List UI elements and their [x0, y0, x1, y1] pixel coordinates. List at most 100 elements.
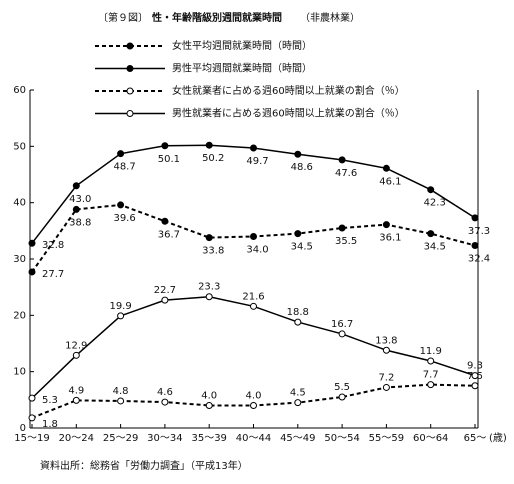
x-tick-label: 50～54	[324, 433, 359, 444]
x-tick-label: 15～19	[14, 433, 49, 444]
data-label: 22.7	[154, 285, 176, 296]
data-label: 38.8	[69, 217, 91, 228]
data-label: 34.5	[291, 242, 313, 253]
data-label: 27.7	[42, 269, 64, 280]
point	[161, 217, 169, 225]
point	[117, 150, 125, 158]
y-tick-label: 30	[13, 254, 26, 265]
data-label: 4.8	[113, 386, 129, 397]
legend-label: 男性平均週間就業時間（時間）	[172, 62, 312, 75]
chart-subtitle: （非農林業）	[300, 11, 360, 24]
point	[294, 230, 302, 238]
data-label: 33.8	[202, 246, 224, 257]
data-label: 32.4	[468, 253, 490, 264]
point	[382, 383, 390, 391]
chart-title: 性・年齢階級別週間就業時間	[151, 11, 282, 24]
point	[205, 293, 213, 301]
point	[471, 241, 479, 249]
point	[161, 398, 169, 406]
x-tick-label: 65～	[464, 433, 487, 444]
point	[28, 239, 36, 247]
data-label: 7.2	[378, 372, 394, 383]
y-tick-label: 60	[13, 85, 26, 96]
data-label: 35.5	[335, 236, 357, 247]
data-label: 23.3	[198, 282, 220, 293]
data-label: 1.8	[42, 419, 58, 430]
data-label: 5.5	[334, 382, 350, 393]
point	[28, 394, 36, 402]
data-label: 7.7	[423, 370, 439, 381]
data-label: 50.2	[202, 153, 224, 164]
point	[382, 346, 390, 354]
point	[250, 232, 257, 240]
point	[427, 381, 435, 389]
point	[72, 351, 80, 359]
y-tick-label: 0	[20, 423, 26, 434]
y-tick-label: 40	[13, 198, 26, 209]
data-label: 4.9	[68, 385, 84, 396]
y-tick-label: 50	[13, 141, 26, 152]
data-label: 4.6	[157, 387, 173, 398]
point	[294, 318, 302, 326]
data-label: 48.7	[113, 162, 135, 173]
legend-label: 男性就業者に占める週60時間以上就業の割合（％）	[172, 107, 405, 120]
point	[338, 224, 346, 232]
x-tick-label: 55～59	[369, 433, 404, 444]
point	[205, 141, 213, 149]
data-label: 42.3	[424, 198, 446, 209]
data-label: 39.6	[113, 213, 135, 224]
point	[117, 397, 125, 405]
point	[471, 214, 479, 222]
data-label: 49.7	[246, 156, 268, 167]
point	[28, 268, 36, 276]
legend-marker	[126, 65, 134, 72]
x-axis-label: (歳)	[489, 432, 507, 444]
point	[205, 234, 213, 242]
point	[250, 302, 257, 310]
data-label: 34.0	[246, 244, 268, 255]
y-tick-label: 20	[13, 310, 26, 321]
point	[28, 414, 36, 422]
data-label: 34.5	[424, 242, 446, 253]
point	[72, 182, 80, 190]
source: 資料出所：総務省「労働力調査」（平成13年）	[40, 459, 248, 472]
x-tick-label: 45～49	[280, 433, 315, 444]
data-label: 37.3	[468, 226, 490, 237]
x-tick-label: 30～34	[147, 433, 182, 444]
point	[382, 221, 390, 229]
point	[250, 144, 257, 152]
point	[471, 382, 479, 390]
point	[294, 399, 302, 407]
figure-label: 〔第９図〕	[98, 11, 148, 24]
x-tick-label: 25～29	[103, 433, 138, 444]
data-label: 47.6	[335, 168, 357, 179]
data-label: 43.0	[69, 194, 91, 205]
point	[294, 150, 302, 158]
data-label: 50.1	[158, 154, 180, 165]
data-label: 21.6	[242, 291, 264, 302]
data-label: 9.3	[467, 361, 483, 372]
legend-label: 女性就業者に占める週60時間以上就業の割合（％）	[172, 84, 405, 97]
legend-marker	[126, 110, 134, 117]
point	[72, 396, 80, 404]
data-label: 4.0	[246, 390, 262, 401]
x-tick-label: 35～39	[191, 433, 226, 444]
point	[427, 357, 435, 365]
point	[205, 401, 213, 409]
legend-label: 女性平均週間就業時間（時間）	[172, 39, 312, 52]
x-tick-label: 60～64	[413, 433, 448, 444]
point	[382, 164, 390, 172]
data-label: 46.1	[379, 176, 401, 187]
point	[250, 401, 257, 409]
series-line	[31, 295, 476, 399]
point	[161, 142, 169, 150]
y-tick-label: 10	[13, 367, 26, 378]
x-tick-label: 40～44	[236, 433, 271, 444]
point	[427, 230, 435, 238]
point	[427, 186, 435, 194]
data-label: 32.8	[42, 240, 64, 251]
point	[338, 393, 346, 401]
legend-marker	[126, 87, 134, 95]
data-label: 4.0	[201, 390, 217, 401]
